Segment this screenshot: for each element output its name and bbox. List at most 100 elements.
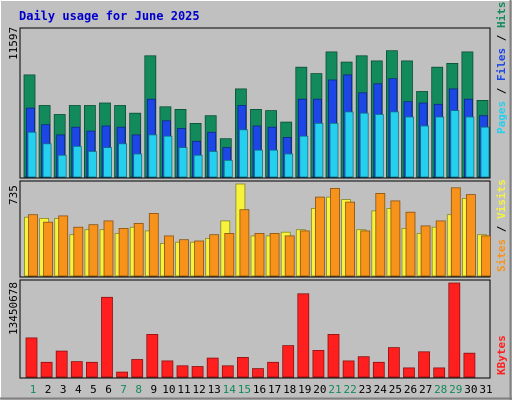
bar-sites-day-1 [28, 214, 38, 277]
bar-sites-day-23 [360, 230, 371, 277]
bar-pages-day-2 [42, 143, 52, 178]
bar-pages-day-16 [254, 149, 263, 178]
bar-pages-day-18 [284, 153, 294, 178]
side-label-pages: Pages [495, 101, 508, 134]
x-tick-label-day-30: 30 [464, 383, 477, 396]
bar-kbytes-day-26 [403, 367, 415, 378]
bar-sites-day-29 [450, 187, 461, 277]
bar-sites-day-18 [284, 235, 295, 277]
panel-middle-bars [24, 183, 491, 277]
bar-pages-day-23 [359, 112, 369, 178]
panel-top-bars [23, 50, 490, 178]
x-tick-label-day-18: 18 [283, 383, 296, 396]
bar-kbytes-day-5 [86, 361, 98, 378]
x-tick-label-day-6: 6 [105, 383, 112, 396]
x-tick-label-day-14: 14 [223, 383, 237, 396]
bar-kbytes-day-10 [161, 360, 174, 378]
x-tick-label-day-29: 29 [449, 383, 462, 396]
panel-bottom-bars [25, 282, 476, 378]
x-tick-label-day-12: 12 [192, 383, 205, 396]
panel-bottom-max-label: 13450678 [7, 282, 20, 335]
bar-kbytes-day-14 [221, 365, 234, 378]
bar-sites-day-17 [269, 232, 280, 277]
x-tick-label-day-11: 11 [177, 383, 190, 396]
side-label-visits: Visits [495, 179, 508, 219]
bar-pages-day-5 [88, 151, 97, 178]
bar-sites-day-3 [58, 215, 69, 277]
bar-sites-day-22 [345, 201, 356, 277]
panel-top-plot-area [19, 27, 491, 179]
bar-sites-day-9 [148, 212, 159, 277]
bar-sites-day-21 [330, 187, 340, 277]
bar-pages-day-17 [269, 149, 279, 178]
bar-sites-day-14 [224, 232, 235, 277]
bar-pages-day-29 [450, 110, 460, 178]
bar-pages-day-31 [480, 126, 490, 178]
x-tick-label-day-22: 22 [343, 383, 356, 396]
side-label-hits: Hits [495, 2, 508, 29]
panel-top: 11597 Pages / Files / Hits [7, 2, 508, 179]
bar-pages-day-28 [435, 116, 445, 178]
x-tick-label-day-20: 20 [313, 383, 326, 396]
bar-pages-day-14 [223, 159, 233, 178]
bar-sites-day-26 [405, 211, 416, 277]
bar-kbytes-day-22 [342, 360, 355, 378]
bar-kbytes-day-4 [70, 361, 83, 378]
bar-pages-day-26 [405, 116, 414, 178]
bar-sites-day-15 [239, 209, 250, 277]
bar-pages-day-19 [299, 135, 309, 178]
bar-kbytes-day-7 [116, 371, 128, 378]
panel-bottom-side-label: KBytes [495, 335, 508, 375]
bar-kbytes-day-21 [327, 333, 340, 378]
bar-sites-day-16 [254, 232, 265, 277]
bar-sites-day-12 [194, 240, 205, 277]
bar-pages-day-21 [329, 123, 339, 178]
x-tick-label-day-16: 16 [253, 383, 266, 396]
bar-pages-day-25 [389, 111, 399, 178]
panel-middle: 735 Sites / Visits [7, 179, 508, 278]
bar-kbytes-day-11 [176, 365, 189, 378]
bar-pages-day-20 [314, 123, 324, 178]
bar-sites-day-27 [420, 225, 431, 277]
bar-kbytes-day-6 [101, 296, 113, 378]
x-tick-label-day-21: 21 [328, 383, 341, 396]
x-tick-label-day-4: 4 [75, 383, 82, 396]
bar-kbytes-day-20 [312, 349, 325, 378]
bar-kbytes-day-1 [25, 337, 38, 378]
x-tick-label-day-9: 9 [150, 383, 157, 396]
x-axis-day-labels: 1 2 3 4 5 6 7 8 9 10 11 12 13 14 15 16 17 18 19 20 21 22 23 24 2… [30, 383, 493, 396]
bar-pages-day-8 [133, 153, 143, 178]
bar-kbytes-day-15 [236, 356, 249, 378]
x-tick-label-day-19: 19 [298, 383, 311, 396]
bar-sites-day-20 [314, 196, 325, 277]
x-tick-label-day-8: 8 [135, 383, 142, 396]
bar-sites-day-10 [163, 235, 174, 277]
bar-kbytes-day-3 [55, 350, 68, 378]
bar-pages-day-4 [72, 145, 82, 178]
x-tick-label-day-10: 10 [162, 383, 175, 396]
bar-sites-day-24 [375, 192, 386, 277]
panel-bottom-plot-area [19, 279, 491, 379]
bar-kbytes-day-30 [463, 352, 476, 378]
bar-sites-day-6 [103, 220, 114, 277]
bar-sites-day-30 [465, 194, 476, 277]
bar-kbytes-day-29 [448, 282, 461, 378]
bar-sites-day-4 [73, 226, 84, 277]
bar-sites-day-19 [299, 230, 310, 277]
x-tick-label-day-17: 17 [268, 383, 281, 396]
bar-sites-day-8 [133, 222, 144, 277]
bar-kbytes-day-12 [191, 366, 204, 378]
bar-kbytes-day-25 [387, 347, 400, 378]
bar-pages-day-12 [193, 154, 203, 178]
bar-sites-day-2 [43, 221, 53, 277]
bar-pages-day-22 [344, 111, 354, 178]
bar-sites-day-31 [481, 235, 491, 277]
bar-kbytes-day-23 [357, 356, 370, 378]
side-label-sites: Sites [495, 239, 508, 272]
x-tick-label-day-15: 15 [238, 383, 251, 396]
panel-bottom: 13450678 KBytes [7, 279, 508, 379]
bar-pages-day-7 [118, 143, 127, 178]
side-label-kbytes: KBytes [495, 335, 508, 375]
bar-pages-day-1 [27, 131, 37, 178]
x-tick-label-day-23: 23 [359, 383, 372, 396]
